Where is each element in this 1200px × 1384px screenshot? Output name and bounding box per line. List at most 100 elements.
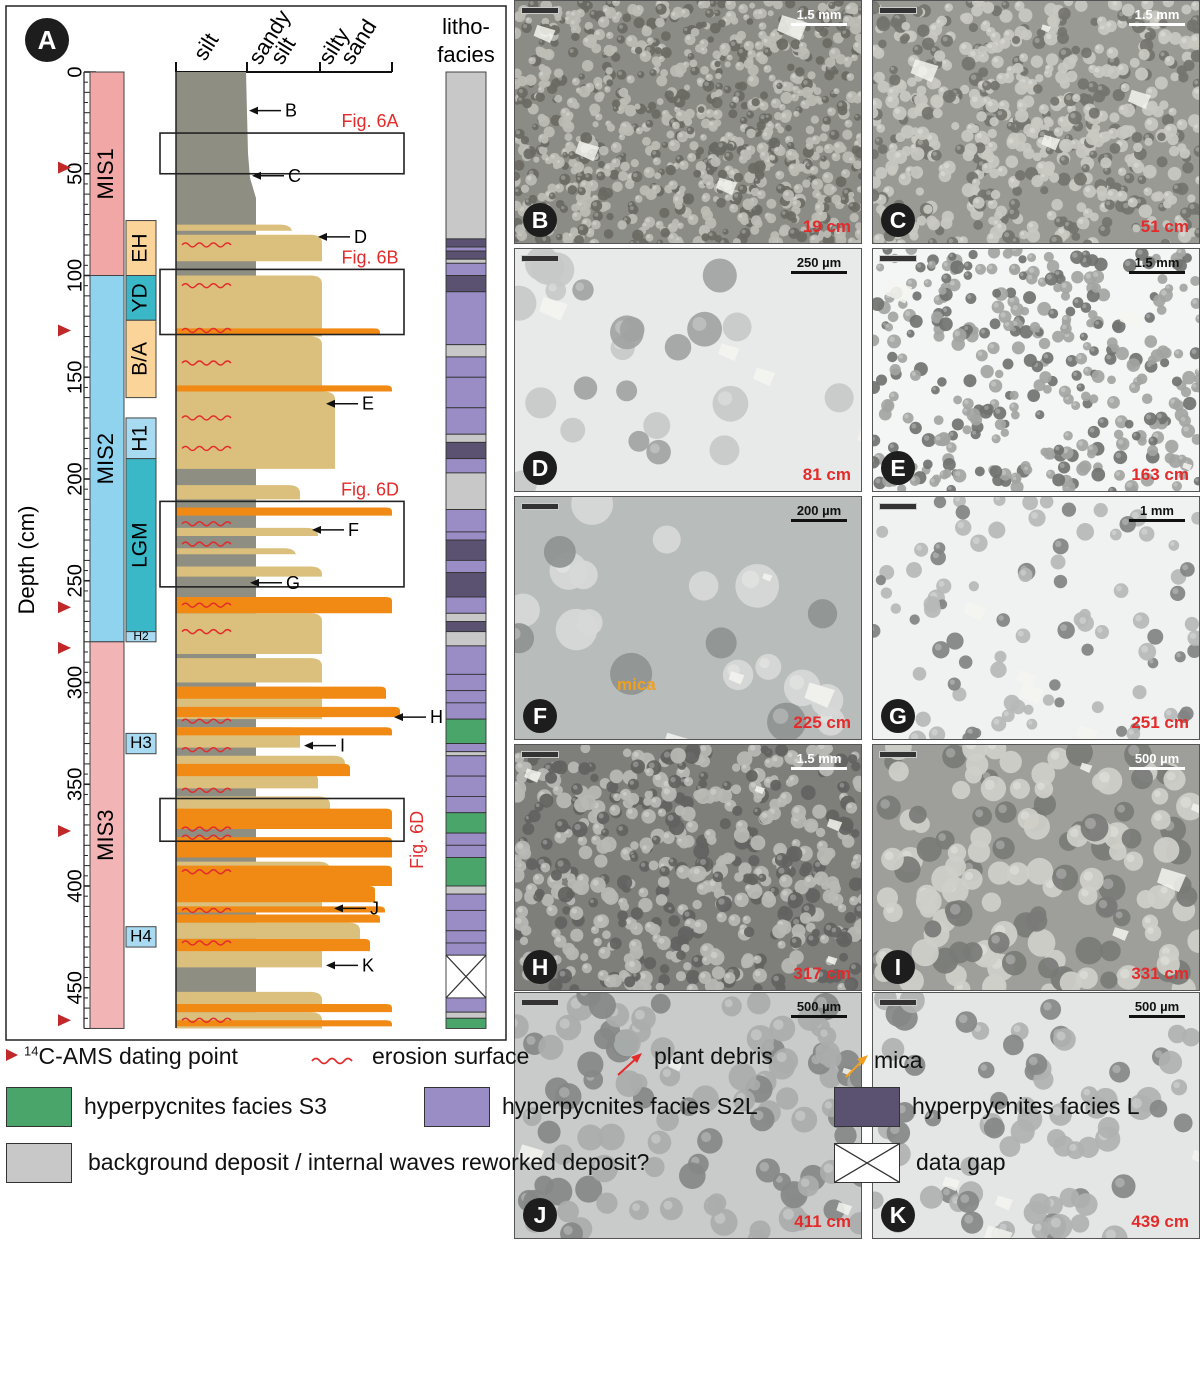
grain bbox=[1143, 412, 1157, 426]
grain-highlight bbox=[998, 167, 1003, 172]
grain-highlight bbox=[943, 262, 948, 267]
grain bbox=[833, 1, 844, 7]
lithofacies-unit bbox=[445, 344, 487, 358]
grain bbox=[835, 176, 847, 188]
grain bbox=[825, 57, 836, 68]
grain-highlight bbox=[1028, 80, 1033, 85]
grain bbox=[702, 258, 737, 293]
grain bbox=[714, 9, 721, 17]
grain bbox=[1147, 628, 1164, 645]
grain-highlight bbox=[894, 108, 901, 114]
grain bbox=[611, 52, 621, 62]
grain bbox=[1022, 497, 1038, 511]
grain-highlight bbox=[791, 938, 797, 944]
grain-highlight bbox=[949, 679, 955, 685]
grain-highlight bbox=[658, 809, 663, 813]
grain bbox=[815, 55, 825, 65]
grain bbox=[1062, 56, 1076, 70]
grain bbox=[1190, 275, 1199, 286]
grain bbox=[749, 1220, 771, 1238]
silty-sand-unit bbox=[176, 886, 375, 903]
grain bbox=[753, 177, 761, 184]
grain bbox=[680, 8, 690, 18]
grain-highlight bbox=[744, 15, 747, 18]
grain-highlight bbox=[517, 907, 523, 913]
grain bbox=[1076, 202, 1087, 213]
grain bbox=[593, 29, 605, 41]
grain bbox=[692, 919, 708, 934]
grain bbox=[548, 979, 562, 990]
grain bbox=[1087, 128, 1100, 141]
grain-highlight bbox=[1029, 127, 1036, 133]
grain bbox=[758, 30, 767, 40]
grain-highlight bbox=[938, 580, 945, 587]
grain-highlight bbox=[542, 839, 548, 845]
grain bbox=[907, 107, 919, 119]
grain-highlight bbox=[772, 708, 789, 724]
grain bbox=[889, 65, 898, 75]
grain bbox=[562, 151, 569, 158]
grain bbox=[617, 220, 627, 230]
grain bbox=[873, 233, 885, 243]
grain bbox=[515, 840, 531, 856]
grain-highlight bbox=[1036, 411, 1041, 416]
grain bbox=[846, 73, 855, 81]
grain bbox=[839, 145, 847, 153]
photo-texture bbox=[515, 249, 861, 491]
grain bbox=[656, 935, 671, 951]
shell-fragment bbox=[836, 1202, 853, 1216]
grain bbox=[732, 238, 741, 243]
grain bbox=[988, 931, 1010, 954]
grain bbox=[683, 776, 694, 787]
grain-highlight bbox=[823, 1163, 834, 1174]
grain bbox=[754, 41, 764, 50]
grain bbox=[1118, 104, 1129, 115]
grain-highlight bbox=[1068, 105, 1072, 110]
grain bbox=[936, 578, 952, 594]
grain bbox=[791, 804, 807, 820]
grain bbox=[612, 181, 623, 192]
grain-highlight bbox=[942, 36, 948, 42]
grain-highlight bbox=[534, 875, 539, 880]
grain-highlight bbox=[995, 840, 1005, 850]
grain bbox=[887, 311, 899, 323]
grain bbox=[1160, 358, 1170, 368]
grain bbox=[909, 614, 920, 625]
shell-fragment bbox=[995, 1195, 1014, 1211]
grain bbox=[528, 194, 538, 204]
grain-highlight bbox=[618, 71, 622, 76]
grain-highlight bbox=[1131, 511, 1139, 519]
grain bbox=[697, 1128, 723, 1154]
grain bbox=[577, 224, 589, 236]
grain-highlight bbox=[888, 88, 894, 94]
grain bbox=[668, 915, 680, 927]
grain bbox=[598, 946, 611, 960]
grain bbox=[1132, 685, 1147, 700]
event-label: H4 bbox=[130, 926, 152, 945]
grain-highlight bbox=[750, 1029, 762, 1041]
grain bbox=[993, 406, 1007, 420]
lithofacies-unit bbox=[445, 690, 487, 704]
grain-highlight bbox=[525, 199, 529, 203]
grain-highlight bbox=[721, 137, 725, 141]
grain bbox=[544, 156, 553, 165]
grain bbox=[921, 37, 935, 51]
grain-highlight bbox=[700, 745, 706, 751]
grain-highlight bbox=[760, 102, 765, 107]
grain bbox=[975, 349, 988, 362]
grain bbox=[578, 762, 591, 775]
grain-highlight bbox=[967, 728, 973, 735]
grain bbox=[1170, 585, 1186, 602]
grain bbox=[742, 953, 754, 965]
grain bbox=[1162, 1, 1175, 8]
grain-highlight bbox=[645, 218, 651, 223]
grain bbox=[748, 855, 760, 867]
grain-highlight bbox=[772, 756, 778, 762]
shell-fragment bbox=[1075, 724, 1099, 739]
grain bbox=[611, 99, 621, 109]
grain bbox=[987, 141, 998, 152]
grain bbox=[1120, 82, 1130, 93]
grain-highlight bbox=[738, 48, 744, 54]
grain bbox=[683, 84, 691, 91]
grain bbox=[807, 599, 838, 629]
